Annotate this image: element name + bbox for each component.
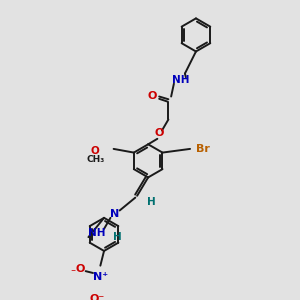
Text: NH: NH bbox=[88, 227, 105, 238]
Text: O⁻: O⁻ bbox=[89, 294, 104, 300]
Text: N: N bbox=[110, 209, 120, 219]
Text: O: O bbox=[76, 264, 85, 274]
Text: O: O bbox=[147, 91, 157, 100]
Text: CH₃: CH₃ bbox=[86, 155, 104, 164]
Text: Br: Br bbox=[196, 144, 210, 154]
Text: NH: NH bbox=[172, 75, 189, 85]
Text: O: O bbox=[154, 128, 164, 138]
Text: O: O bbox=[91, 146, 100, 156]
Text: H: H bbox=[112, 232, 121, 242]
Text: N⁺: N⁺ bbox=[93, 272, 108, 282]
Text: H: H bbox=[148, 197, 156, 207]
Text: ⁻: ⁻ bbox=[70, 268, 75, 278]
